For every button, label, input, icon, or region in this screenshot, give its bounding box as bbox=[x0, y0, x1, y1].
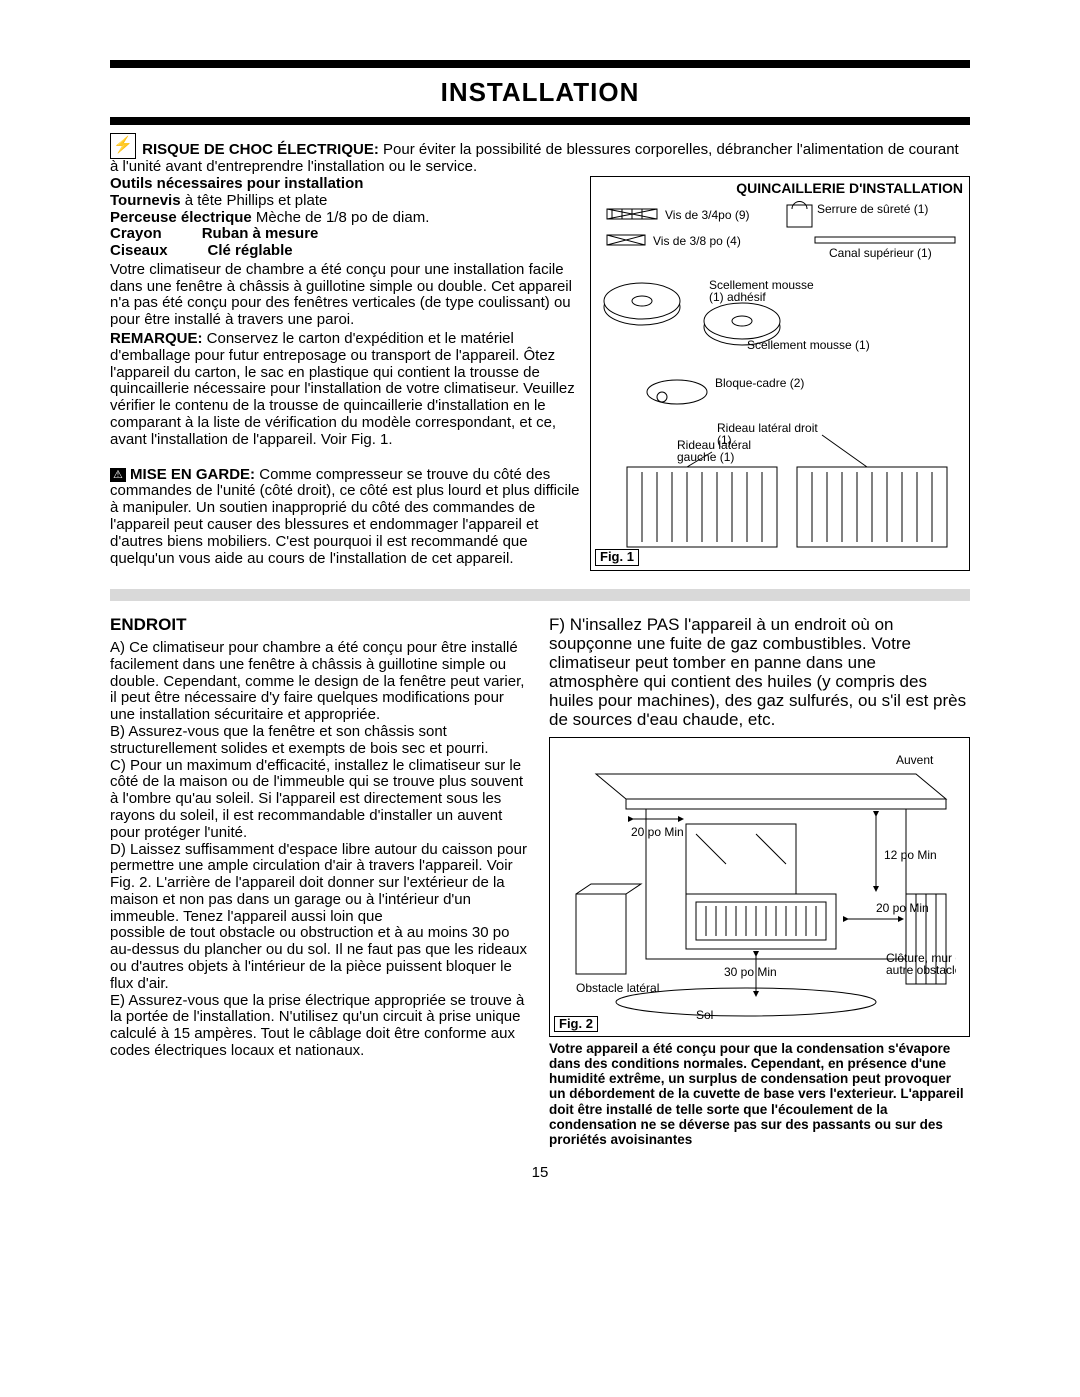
page-title: INSTALLATION bbox=[110, 78, 970, 107]
caution-icon: ⚠ bbox=[110, 468, 126, 482]
endroit-heading: ENDROIT bbox=[110, 615, 531, 634]
fig2-label: Fig. 2 bbox=[554, 1016, 598, 1033]
tools-l1: Tournevis à tête Phillips et plate bbox=[110, 193, 582, 210]
hw-frame: Bloque-cadre (2) bbox=[715, 376, 804, 390]
fig2-sol: Sol bbox=[696, 1008, 713, 1022]
tools-heading: Outils nécessaires pour installation bbox=[110, 176, 582, 193]
section-divider bbox=[110, 589, 970, 601]
rule-bottom bbox=[110, 117, 970, 125]
hw-foam: Scellement mousse (1) bbox=[747, 338, 870, 352]
condensation-note: Votre appareil a été conçu pour que la c… bbox=[549, 1041, 970, 1147]
endroit-col-left: ENDROIT A) Ce climatiseur pour chambre a… bbox=[110, 615, 531, 1147]
fig2-12: 12 po Min bbox=[884, 848, 937, 862]
hardware-title: QUINCAILLERIE D'INSTALLATION bbox=[597, 181, 963, 197]
fig2-20b: 20 po Min bbox=[876, 901, 929, 915]
fig1-label: Fig. 1 bbox=[595, 549, 639, 566]
hw-screw34: Vis de 3/4po (9) bbox=[665, 208, 750, 222]
fig2-awning: Auvent bbox=[896, 753, 934, 767]
endroit-c: C) Pour un maximum d'efficacité, install… bbox=[110, 758, 531, 842]
endroit-d2: possible de tout obstacle ou obstruction… bbox=[110, 925, 531, 992]
intro-para: Votre climatiseur de chambre a été conçu… bbox=[110, 262, 582, 329]
tools-l2: Perceuse électrique Mèche de 1/8 po de d… bbox=[110, 210, 582, 227]
hw-lock: Serrure de sûreté (1) bbox=[817, 202, 928, 216]
fig2-30: 30 po Min bbox=[724, 965, 777, 979]
fig2-box: Auvent 20 po Min bbox=[549, 737, 970, 1037]
hw-channel: Canal supérieur (1) bbox=[829, 246, 932, 260]
tools-l4: CiseauxClé réglable bbox=[110, 243, 582, 260]
shock-heading: RISQUE DE CHOC ÉLECTRIQUE: bbox=[142, 141, 379, 158]
endroit-d: D) Laissez suffisamment d'espace libre a… bbox=[110, 842, 531, 926]
endroit-b: B) Assurez-vous que la fenêtre et son ch… bbox=[110, 724, 531, 758]
hardware-diagram: Vis de 3/4po (9) Serrure de sûreté (1) V… bbox=[597, 197, 963, 557]
fig2-20a: 20 po Min bbox=[631, 825, 684, 839]
hardware-panel: QUINCAILLERIE D'INSTALLATION Vis de 3/4p… bbox=[590, 176, 970, 571]
shock-warning: ⚡ RISQUE DE CHOC ÉLECTRIQUE: Pour éviter… bbox=[110, 133, 970, 176]
plug-icon: ⚡ bbox=[110, 133, 136, 159]
caution-para: ⚠ MISE EN GARDE: Comme compresseur se tr… bbox=[110, 467, 582, 568]
endroit-a: A) Ce climatiseur pour chambre a été con… bbox=[110, 640, 531, 724]
fig2-obs: Obstacle latéral bbox=[576, 981, 659, 995]
remarque-para: REMARQUE: Conservez le carton d'expéditi… bbox=[110, 331, 582, 449]
endroit-f: F) N'insallez PAS l'appareil à un endroi… bbox=[549, 615, 970, 729]
left-column: Outils nécessaires pour installation Tou… bbox=[110, 176, 582, 571]
fig2-fence: Clôture, mur ouautre obstacle bbox=[886, 951, 956, 977]
rule-top bbox=[110, 60, 970, 68]
fig2-diagram: Auvent 20 po Min bbox=[556, 744, 956, 1024]
page-number: 15 bbox=[110, 1165, 970, 1182]
tools-l3: CrayonRuban à mesure bbox=[110, 226, 582, 243]
hw-curtain-l: Rideau latéralgauche (1) bbox=[677, 438, 751, 464]
hw-screw38: Vis de 3/8 po (4) bbox=[653, 234, 741, 248]
hw-foam-adh: Scellement mousse(1) adhésif bbox=[709, 278, 814, 304]
endroit-e: E) Assurez-vous que la prise électrique … bbox=[110, 993, 531, 1060]
endroit-col-right: F) N'insallez PAS l'appareil à un endroi… bbox=[549, 615, 970, 1147]
